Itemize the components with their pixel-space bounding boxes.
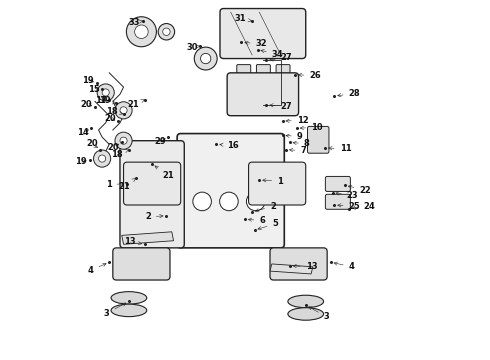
Circle shape xyxy=(194,47,217,70)
Text: 22: 22 xyxy=(348,185,371,194)
Circle shape xyxy=(120,137,127,144)
Circle shape xyxy=(102,89,109,96)
FancyBboxPatch shape xyxy=(177,134,284,248)
Text: 33: 33 xyxy=(129,18,143,27)
Text: 14: 14 xyxy=(77,129,89,138)
Text: 20: 20 xyxy=(86,139,98,148)
Text: 25: 25 xyxy=(338,202,360,211)
Text: 23: 23 xyxy=(336,191,358,200)
Text: 17: 17 xyxy=(95,96,107,105)
Text: 29: 29 xyxy=(154,137,166,146)
Text: 34: 34 xyxy=(261,50,283,59)
Polygon shape xyxy=(270,264,313,274)
FancyBboxPatch shape xyxy=(248,162,306,205)
Text: 27: 27 xyxy=(270,102,293,111)
Circle shape xyxy=(246,192,265,211)
Text: 1: 1 xyxy=(263,176,283,185)
Text: 1: 1 xyxy=(106,180,124,189)
Circle shape xyxy=(115,102,132,119)
FancyBboxPatch shape xyxy=(113,248,170,280)
Circle shape xyxy=(97,84,114,101)
Text: 3: 3 xyxy=(309,307,329,321)
Text: 4: 4 xyxy=(334,262,354,271)
Text: 18: 18 xyxy=(106,107,123,116)
FancyBboxPatch shape xyxy=(120,141,184,248)
Text: 24: 24 xyxy=(352,202,375,211)
Text: 21: 21 xyxy=(155,166,174,180)
Circle shape xyxy=(220,192,238,211)
Text: 15: 15 xyxy=(88,85,99,94)
Ellipse shape xyxy=(288,308,323,320)
FancyBboxPatch shape xyxy=(227,73,298,116)
FancyBboxPatch shape xyxy=(256,64,270,80)
Text: 10: 10 xyxy=(300,123,323,132)
Text: 32: 32 xyxy=(245,39,268,48)
Circle shape xyxy=(135,25,148,39)
Text: 21: 21 xyxy=(118,179,136,191)
Text: 4: 4 xyxy=(88,264,106,275)
Text: 5: 5 xyxy=(258,220,278,230)
Text: 19: 19 xyxy=(98,96,116,105)
Circle shape xyxy=(126,17,156,47)
Text: 8: 8 xyxy=(293,139,310,148)
FancyBboxPatch shape xyxy=(325,194,350,209)
Text: 13: 13 xyxy=(123,237,142,246)
Text: 12: 12 xyxy=(286,116,309,125)
Polygon shape xyxy=(122,232,173,244)
FancyBboxPatch shape xyxy=(237,64,251,80)
Text: 2: 2 xyxy=(145,212,163,221)
Text: 16: 16 xyxy=(220,141,239,150)
Text: 3: 3 xyxy=(104,303,126,318)
Circle shape xyxy=(115,132,132,149)
Circle shape xyxy=(193,192,211,211)
Circle shape xyxy=(200,53,211,64)
Text: 20: 20 xyxy=(107,143,119,152)
Text: 13: 13 xyxy=(293,262,318,271)
Ellipse shape xyxy=(288,295,323,308)
FancyBboxPatch shape xyxy=(325,176,350,192)
Text: 18: 18 xyxy=(111,149,128,159)
Text: 26: 26 xyxy=(298,71,321,80)
Circle shape xyxy=(94,150,111,167)
Text: 31: 31 xyxy=(234,14,252,23)
Text: 30: 30 xyxy=(186,42,200,51)
Text: 11: 11 xyxy=(329,144,351,153)
Text: 27: 27 xyxy=(270,53,293,62)
Text: 7: 7 xyxy=(290,146,306,155)
Text: 6: 6 xyxy=(248,216,265,225)
Text: 9: 9 xyxy=(286,132,302,141)
Text: 2: 2 xyxy=(255,202,276,212)
Ellipse shape xyxy=(111,292,147,304)
Circle shape xyxy=(163,28,170,35)
Circle shape xyxy=(158,23,174,40)
FancyBboxPatch shape xyxy=(220,9,306,59)
Text: 19: 19 xyxy=(82,76,94,85)
FancyBboxPatch shape xyxy=(308,126,329,153)
Circle shape xyxy=(120,107,127,114)
FancyBboxPatch shape xyxy=(270,248,327,280)
Text: 20: 20 xyxy=(104,114,116,123)
FancyBboxPatch shape xyxy=(123,162,181,205)
Text: 28: 28 xyxy=(338,89,360,98)
Circle shape xyxy=(98,155,106,162)
Text: 20: 20 xyxy=(81,100,92,109)
Text: 19: 19 xyxy=(75,157,87,166)
FancyBboxPatch shape xyxy=(276,64,290,80)
Text: 21: 21 xyxy=(127,99,145,109)
Ellipse shape xyxy=(111,304,147,317)
